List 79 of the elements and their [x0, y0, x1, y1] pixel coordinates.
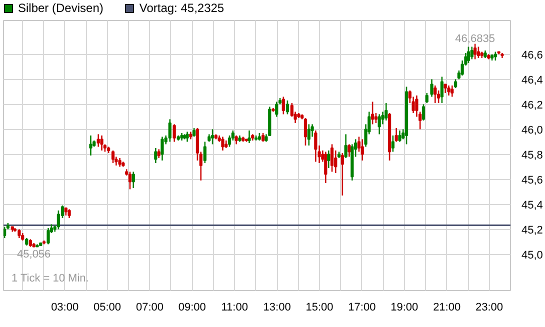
- x-tick-label: 19:00: [390, 302, 418, 314]
- candlestick: [56, 210, 60, 230]
- y-tick-label: 45,2: [522, 224, 543, 236]
- y-tick-label: 46,0: [522, 124, 543, 136]
- x-tick-label: 11:00: [221, 302, 248, 314]
- x-tick-label: 07:00: [136, 302, 164, 314]
- candlestick: [348, 144, 351, 158]
- y-tick-label: 45,0: [522, 249, 543, 262]
- candlestick: [466, 46, 470, 64]
- candlestick: [111, 150, 115, 164]
- x-tick-label: 21:00: [433, 302, 461, 314]
- annotation: 45,056: [17, 248, 51, 260]
- candlestick: [398, 130, 402, 142]
- candlestick: [415, 94, 418, 118]
- candlestick: [275, 101, 278, 118]
- x-tick-label: 05:00: [94, 302, 122, 314]
- candlestick: [172, 124, 176, 142]
- candlestick: [324, 151, 328, 184]
- candlestick: [447, 84, 450, 96]
- x-tick-label: 23:00: [476, 302, 504, 314]
- y-tick-label: 46,4: [522, 74, 543, 86]
- candlestick: [314, 130, 318, 162]
- candlestick: [422, 104, 426, 122]
- candlestick: [391, 134, 394, 152]
- candlestick: [425, 92, 428, 104]
- candlestick: [394, 127, 398, 142]
- candlestick: [168, 118, 172, 142]
- candlestick: [327, 150, 330, 169]
- candlestick: [440, 76, 444, 104]
- y-tick-label: 45,4: [522, 199, 543, 212]
- candlestick: [436, 90, 440, 104]
- candlestick: [96, 134, 100, 148]
- x-tick-label: 17:00: [348, 302, 376, 314]
- legend-label: Vortag: 45,2325: [139, 0, 224, 17]
- candlestick: [476, 46, 480, 59]
- candlestick: [282, 96, 285, 115]
- annotation: 1 Tick = 10 Min.: [12, 272, 89, 284]
- candlestick: [210, 128, 214, 145]
- candlestick: [248, 130, 251, 144]
- candlestick: [434, 84, 437, 104]
- annotation: 46,6835: [455, 32, 495, 45]
- candlestick: [307, 124, 310, 146]
- candlestick: [384, 102, 388, 122]
- candlestick: [228, 134, 232, 148]
- x-tick-label: 15:00: [306, 302, 334, 314]
- x-tick-label: 03:00: [51, 302, 79, 314]
- legend-item: Silber (Devisen): [4, 0, 104, 18]
- y-tick-label: 46,2: [522, 99, 543, 112]
- candlestick: [221, 136, 224, 152]
- candlestick: [374, 112, 378, 124]
- candlestick: [304, 117, 308, 146]
- y-tick-label: 45,8: [522, 149, 543, 162]
- candlestick: [450, 84, 454, 98]
- candlestick: [430, 78, 434, 98]
- candlestick: [100, 134, 104, 152]
- candlestick: [378, 114, 381, 135]
- candlestick: [340, 152, 344, 196]
- candlestick: [360, 138, 364, 162]
- candlestick: [203, 141, 206, 164]
- candlestick: [344, 134, 348, 159]
- candlestick: [132, 171, 135, 189]
- y-tick-label: 46,6: [522, 49, 543, 62]
- candlestick: [470, 46, 474, 60]
- candlestick: [186, 131, 189, 142]
- candlestick: [46, 227, 50, 245]
- legend-label: Silber (Devisen): [18, 0, 104, 17]
- candlestick: [89, 134, 92, 156]
- x-tick-label: 09:00: [178, 302, 206, 314]
- y-tick-label: 45,6: [522, 174, 543, 186]
- candlestick: [4, 226, 6, 239]
- candlestick: [128, 171, 132, 190]
- candlestick: [160, 136, 164, 162]
- candlestick: [370, 101, 374, 125]
- candlestick: [474, 43, 477, 60]
- candlestick: [286, 100, 290, 115]
- candlestick: [330, 144, 334, 172]
- x-tick-label: 13:00: [263, 302, 291, 314]
- legend-item: Vortag: 45,2325: [125, 0, 224, 18]
- candlestick: [154, 147, 158, 164]
